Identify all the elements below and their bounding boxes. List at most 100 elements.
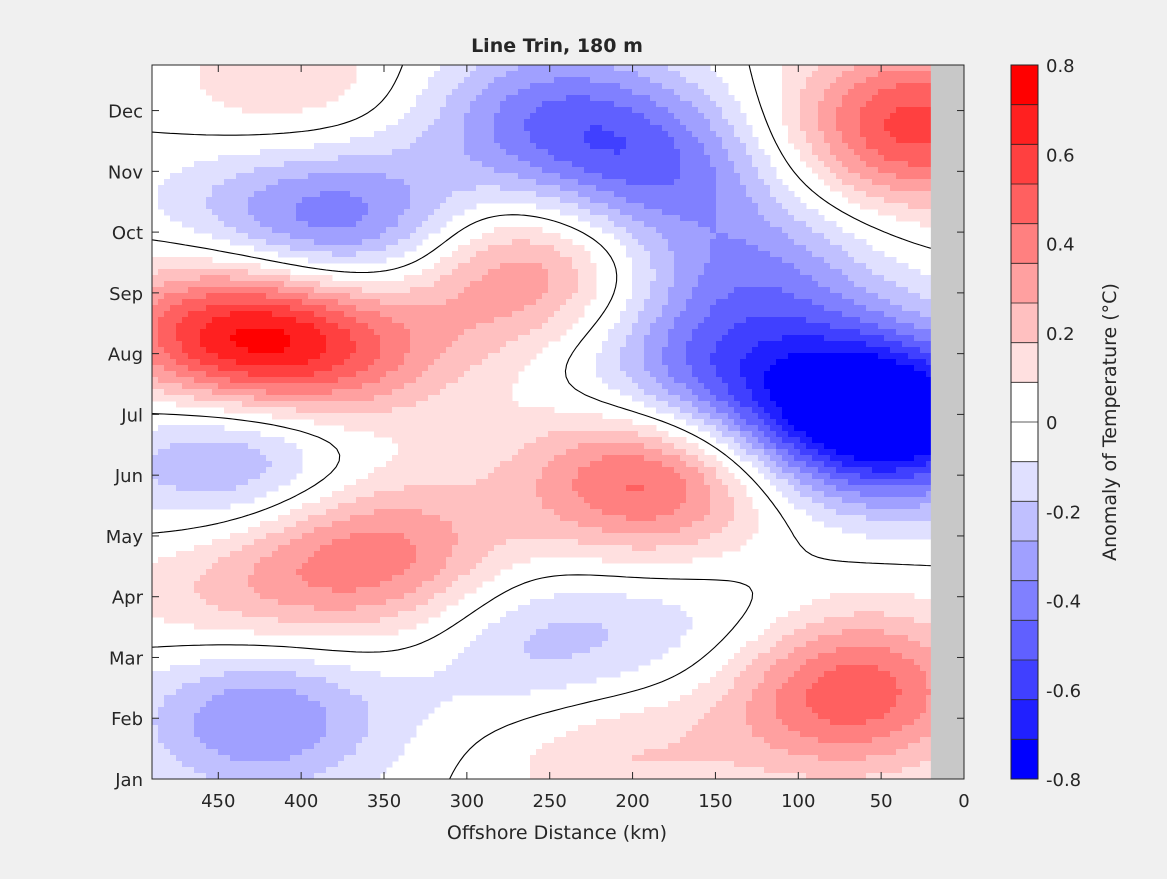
contour-cell xyxy=(602,137,609,144)
contour-cell xyxy=(686,149,693,156)
contour-cell xyxy=(290,329,297,336)
contour-cell xyxy=(398,119,405,126)
contour-cell xyxy=(242,167,249,174)
contour-cell xyxy=(590,191,597,198)
contour-cell xyxy=(632,239,639,246)
contour-cell xyxy=(656,95,663,102)
contour-cell xyxy=(752,227,759,234)
contour-cell xyxy=(440,167,447,174)
contour-cell xyxy=(692,323,699,330)
contour-cell xyxy=(722,101,729,108)
contour-cell xyxy=(524,161,531,168)
contour-cell xyxy=(452,263,459,270)
contour-cell xyxy=(320,305,327,312)
contour-cell xyxy=(230,275,237,282)
contour-cell xyxy=(602,155,609,162)
contour-cell xyxy=(308,179,315,186)
contour-cell xyxy=(620,239,627,246)
contour-cell xyxy=(410,305,417,312)
contour-cell xyxy=(674,191,681,198)
contour-cell xyxy=(410,191,417,198)
contour-cell xyxy=(812,275,819,282)
contour-cell xyxy=(260,101,267,108)
contour-cell xyxy=(188,305,195,312)
contour-cell xyxy=(788,101,795,108)
contour-cell xyxy=(380,173,387,180)
contour-cell xyxy=(644,269,651,276)
contour-cell xyxy=(902,131,909,138)
contour-cell xyxy=(152,263,159,270)
contour-cell xyxy=(830,65,837,72)
contour-cell xyxy=(878,179,885,186)
contour-cell xyxy=(590,101,597,108)
contour-cell xyxy=(296,77,303,84)
contour-cell xyxy=(914,173,921,180)
contour-cell xyxy=(686,239,693,246)
contour-cell xyxy=(518,161,525,168)
contour-cell xyxy=(482,131,489,138)
contour-cell xyxy=(332,323,339,330)
contour-cell xyxy=(554,155,561,162)
contour-cell xyxy=(782,299,789,306)
contour-cell xyxy=(680,191,687,198)
contour-cell xyxy=(326,83,333,90)
contour-cell xyxy=(866,173,873,180)
contour-cell xyxy=(410,335,417,342)
contour-cell xyxy=(260,203,267,210)
contour-cell xyxy=(302,71,309,78)
contour-cell xyxy=(518,167,525,174)
contour-cell xyxy=(326,77,333,84)
contour-cell xyxy=(512,89,519,96)
contour-cell xyxy=(368,311,375,318)
contour-cell xyxy=(332,215,339,222)
contour-cell xyxy=(566,251,573,258)
contour-cell xyxy=(848,317,855,324)
contour-cell xyxy=(260,311,267,318)
contour-cell xyxy=(464,251,471,258)
contour-cell xyxy=(668,161,675,168)
contour-cell xyxy=(650,239,657,246)
contour-cell xyxy=(848,167,855,174)
contour-cell xyxy=(584,107,591,114)
contour-cell xyxy=(848,71,855,78)
contour-cell xyxy=(848,329,855,336)
contour-cell xyxy=(818,335,825,342)
contour-cell xyxy=(566,257,573,264)
contour-cell xyxy=(836,137,843,144)
contour-cell xyxy=(452,107,459,114)
contour-cell xyxy=(914,329,921,336)
contour-cell xyxy=(206,83,213,90)
contour-cell xyxy=(356,257,363,264)
contour-cell xyxy=(908,173,915,180)
contour-cell xyxy=(542,275,549,282)
contour-cell xyxy=(692,287,699,294)
contour-cell xyxy=(278,77,285,84)
contour-cell xyxy=(728,215,735,222)
contour-cell xyxy=(566,239,573,246)
contour-cell xyxy=(308,317,315,324)
contour-cell xyxy=(494,329,501,336)
contour-cell xyxy=(650,227,657,234)
contour-cell xyxy=(488,233,495,240)
contour-cell xyxy=(560,95,567,102)
contour-cell xyxy=(482,341,489,348)
contour-cell xyxy=(494,155,501,162)
contour-cell xyxy=(884,311,891,318)
contour-cell xyxy=(434,335,441,342)
contour-cell xyxy=(698,161,705,168)
contour-cell xyxy=(200,227,207,234)
contour-cell xyxy=(266,83,273,90)
contour-cell xyxy=(854,329,861,336)
contour-cell xyxy=(710,143,717,150)
contour-cell xyxy=(806,149,813,156)
contour-cell xyxy=(908,317,915,324)
contour-cell xyxy=(752,341,759,348)
contour-cell xyxy=(896,329,903,336)
contour-cell xyxy=(854,287,861,294)
contour-cell xyxy=(524,341,531,348)
contour-cell xyxy=(782,107,789,114)
contour-cell xyxy=(734,131,741,138)
contour-cell xyxy=(494,101,501,108)
contour-cell xyxy=(614,113,621,120)
contour-cell xyxy=(656,71,663,78)
